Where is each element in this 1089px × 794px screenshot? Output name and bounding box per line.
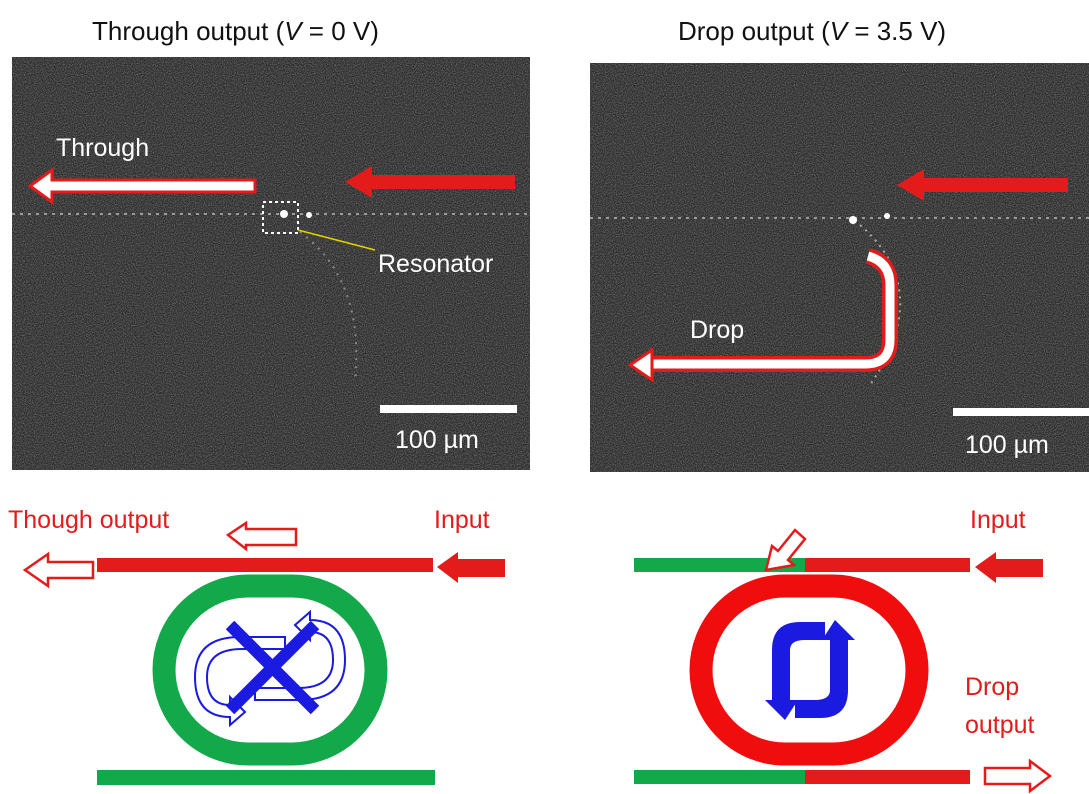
- micrograph-right: Drop 100 µm: [590, 63, 1089, 472]
- input-label: Input: [434, 506, 490, 534]
- output-label: Though output: [8, 506, 169, 534]
- input-label: Input: [970, 506, 1026, 534]
- text: = 0 V): [302, 16, 379, 46]
- text: Through output (: [92, 16, 285, 46]
- text: = 3.5 V): [847, 16, 946, 46]
- resonator-label: Resonator: [378, 250, 493, 278]
- title: Through output (V = 0 V): [92, 16, 379, 46]
- schematic-right: Input Drop output: [634, 506, 1050, 791]
- drop-label: Drop: [965, 673, 1019, 701]
- title: Drop output (V = 3.5 V): [678, 16, 946, 46]
- drop-label: output: [965, 711, 1035, 739]
- text: Drop output (: [678, 16, 830, 46]
- figure: Through output (V = 0 V) Drop output (V …: [0, 0, 1089, 794]
- scale-label: 100 µm: [395, 426, 479, 454]
- scale-label: 100 µm: [965, 431, 1049, 459]
- arrow-label: Drop: [690, 316, 744, 344]
- micrograph-left: Through Resonator 100 µm: [12, 57, 530, 470]
- arrow-label: Through: [56, 134, 149, 162]
- schematic-left: Though output Input: [8, 506, 505, 785]
